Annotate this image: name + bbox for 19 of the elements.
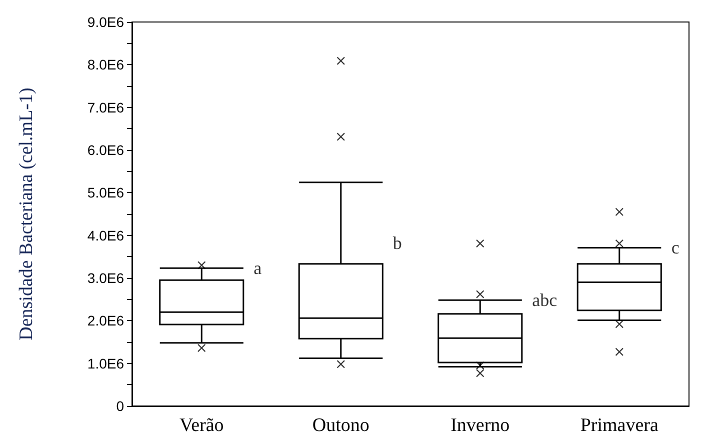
y-tick-label: 5.0E6 bbox=[87, 184, 124, 201]
x-tick-label: Outono bbox=[312, 415, 370, 436]
x-tick-label: Primavera bbox=[580, 415, 659, 436]
annotation: b bbox=[392, 232, 402, 253]
y-tick-label: 7.0E6 bbox=[87, 99, 124, 116]
y-tick-label: 6.0E6 bbox=[87, 142, 124, 158]
y-axis-title: Densidade Bacteriana (cel.mL-1) bbox=[16, 88, 37, 340]
y-tick-label: 3.0E6 bbox=[87, 270, 124, 286]
y-tick-label: 2.0E6 bbox=[87, 312, 124, 329]
y-tick-label: 4.0E6 bbox=[87, 227, 124, 244]
annotation: a bbox=[254, 258, 262, 278]
annotation: c bbox=[671, 238, 680, 258]
x-tick-label: Inverno bbox=[450, 415, 510, 436]
y-tick-label: 8.0E6 bbox=[87, 56, 124, 73]
y-tick-label: 9.0E6 bbox=[87, 14, 124, 30]
annotation: abc bbox=[532, 290, 558, 310]
x-tick-label: Verão bbox=[179, 415, 224, 436]
y-tick-label: 0 bbox=[116, 398, 124, 414]
y-tick-label: 1.0E6 bbox=[87, 355, 124, 372]
